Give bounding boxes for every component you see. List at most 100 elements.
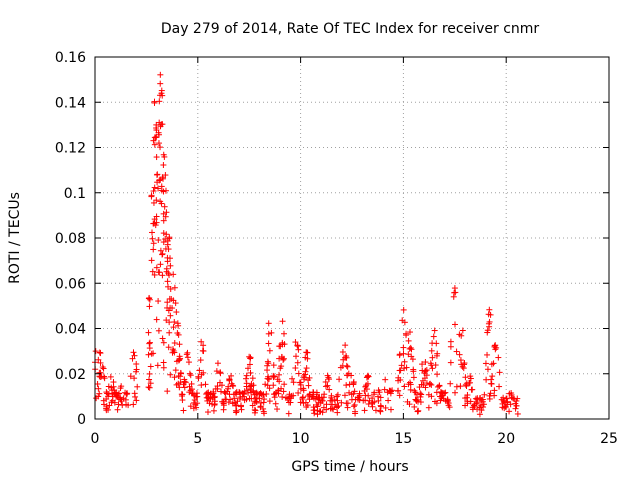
data-point <box>365 392 372 399</box>
data-point <box>281 330 288 337</box>
data-point <box>220 402 227 409</box>
data-point <box>266 398 273 405</box>
data-point <box>387 406 394 413</box>
data-point <box>146 370 153 377</box>
data-point <box>289 375 296 382</box>
data-point <box>156 177 163 184</box>
data-point <box>279 318 286 325</box>
data-point <box>450 293 457 300</box>
data-point <box>116 390 123 397</box>
data-point <box>243 372 250 379</box>
data-point <box>117 385 124 392</box>
data-point <box>199 347 206 354</box>
data-point <box>377 407 384 414</box>
data-point <box>133 368 140 375</box>
data-point <box>459 363 466 370</box>
data-point <box>447 343 454 350</box>
data-point <box>423 372 430 379</box>
data-point <box>153 316 160 323</box>
data-point <box>377 402 384 409</box>
data-point <box>480 401 487 408</box>
data-point <box>458 332 465 339</box>
data-point <box>210 390 217 397</box>
x-tick-label: 15 <box>394 431 412 447</box>
data-point <box>407 381 414 388</box>
data-point <box>117 396 124 403</box>
data-point <box>212 385 219 392</box>
data-point <box>280 388 287 395</box>
data-point <box>356 390 363 397</box>
data-point <box>177 355 184 362</box>
data-point <box>226 391 233 398</box>
data-point <box>310 389 317 396</box>
data-point <box>164 278 171 285</box>
data-point <box>343 362 350 369</box>
y-tick-label: 0.12 <box>55 141 86 157</box>
data-point <box>457 357 464 364</box>
data-point <box>164 241 171 248</box>
data-point <box>447 338 454 345</box>
data-point <box>355 394 362 401</box>
data-point <box>265 320 272 327</box>
data-point <box>459 327 466 334</box>
data-point <box>257 399 264 406</box>
data-point <box>457 383 464 390</box>
data-point <box>204 389 211 396</box>
data-point <box>252 391 259 398</box>
data-point <box>496 383 503 390</box>
data-point <box>488 361 495 368</box>
data-point <box>375 387 382 394</box>
data-point <box>146 303 153 310</box>
data-point <box>334 403 341 410</box>
data-point <box>437 393 444 400</box>
data-point <box>467 375 474 382</box>
data-point <box>190 391 197 398</box>
data-point <box>156 119 163 126</box>
data-point <box>307 391 314 398</box>
data-point <box>292 353 299 360</box>
data-point <box>491 387 498 394</box>
data-point <box>184 354 191 361</box>
data-point <box>486 306 493 313</box>
data-point <box>342 354 349 361</box>
data-point <box>462 374 469 381</box>
data-point <box>150 240 157 247</box>
data-point <box>299 394 306 401</box>
data-point <box>152 222 159 229</box>
data-point <box>375 393 382 400</box>
data-point <box>351 388 358 395</box>
data-point <box>150 350 157 357</box>
data-point <box>162 172 169 179</box>
data-point <box>249 375 256 382</box>
data-point <box>434 383 441 390</box>
data-point <box>246 383 253 390</box>
data-point <box>245 365 252 372</box>
data-point <box>159 250 166 257</box>
data-point <box>206 400 213 407</box>
data-point <box>170 324 177 331</box>
data-point <box>145 384 152 391</box>
data-point <box>352 408 359 415</box>
data-point <box>417 393 424 400</box>
data-point <box>452 389 459 396</box>
data-point <box>165 246 172 253</box>
data-point <box>323 406 330 413</box>
data-point <box>240 390 247 397</box>
data-point <box>433 400 440 407</box>
data-point <box>434 371 441 378</box>
data-point <box>165 270 172 277</box>
data-point <box>187 387 194 394</box>
data-point <box>155 269 162 276</box>
data-point <box>334 409 341 416</box>
data-point <box>134 383 141 390</box>
data-point <box>211 401 218 408</box>
data-point <box>145 295 152 302</box>
data-point <box>344 372 351 379</box>
data-point <box>428 347 435 354</box>
data-point <box>412 389 419 396</box>
data-point <box>213 368 220 375</box>
data-point <box>405 351 412 358</box>
data-point <box>241 388 248 395</box>
data-point <box>415 407 422 414</box>
data-point <box>338 399 345 406</box>
